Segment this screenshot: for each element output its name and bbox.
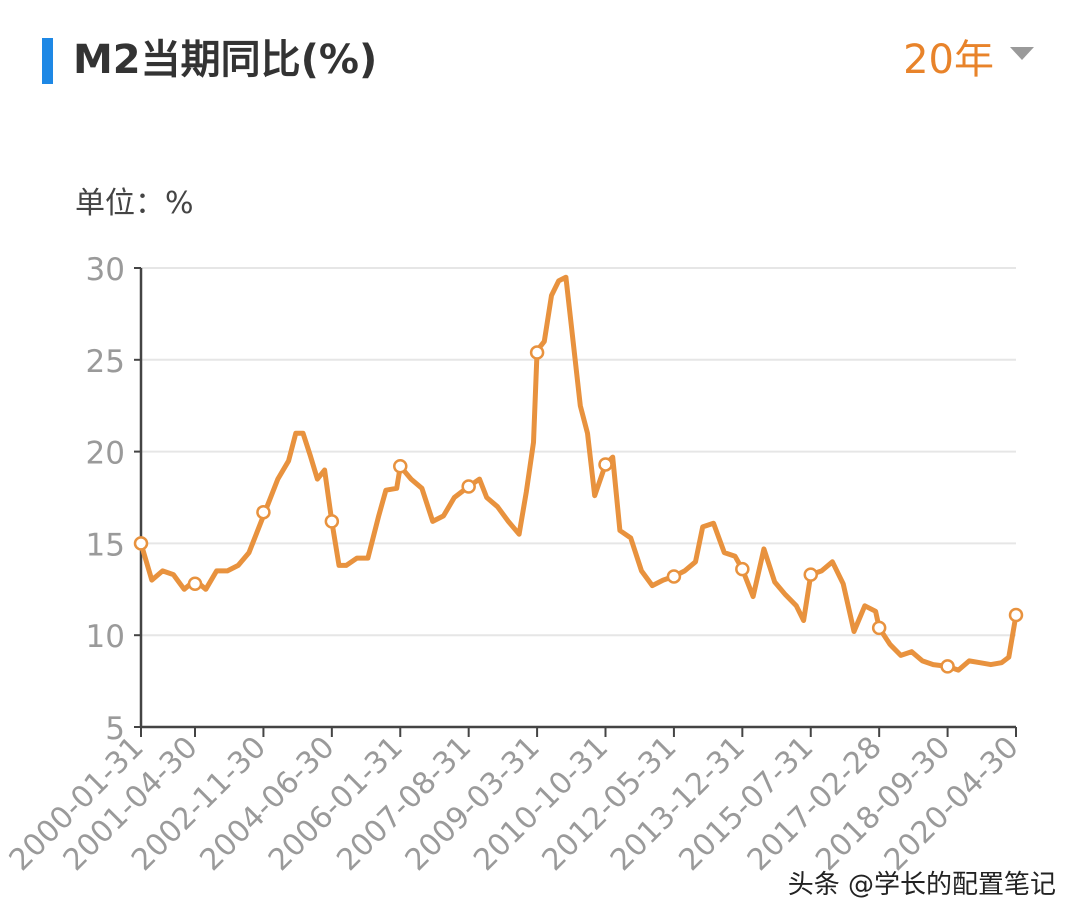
- watermark: 头条 @学长的配置笔记: [788, 864, 1056, 901]
- unit-label: 单位：%: [75, 186, 194, 221]
- data-point: [803, 567, 819, 582]
- y-tick-label: 10: [86, 619, 125, 655]
- period-selector[interactable]: 20年: [903, 30, 1034, 90]
- data-point: [1008, 607, 1024, 623]
- m2-series-line: [138, 274, 1019, 673]
- y-tick-label: 5: [105, 711, 125, 747]
- data-point: [735, 561, 750, 577]
- title-accent-bar: [42, 38, 53, 84]
- y-tick-label: 20: [86, 436, 125, 472]
- caret-down-icon: [1010, 46, 1034, 60]
- data-point: [666, 569, 682, 584]
- data-point: [529, 345, 545, 360]
- y-tick-label: 30: [86, 252, 125, 288]
- data-point: [324, 514, 340, 529]
- data-point: [871, 620, 887, 636]
- data-point: [393, 459, 408, 474]
- data-point: [133, 536, 149, 551]
- data-point: [187, 576, 203, 592]
- watermark-text: 头条 @学长的配置笔记: [787, 870, 1056, 900]
- chart-title: M2当期同比(%): [73, 37, 378, 83]
- y-tick-label: 25: [86, 344, 125, 380]
- data-point: [461, 479, 476, 494]
- data-point: [256, 504, 271, 520]
- data-point: [940, 659, 955, 674]
- period-label: 20年: [903, 37, 994, 83]
- data-point: [598, 457, 613, 472]
- y-tick-label: 15: [86, 527, 125, 563]
